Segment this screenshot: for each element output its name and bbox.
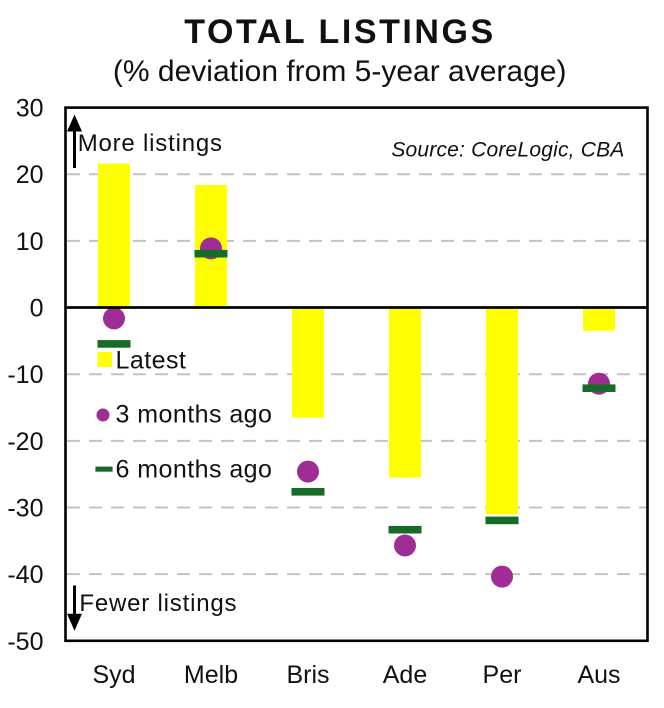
svg-text:Source: CoreLogic, CBA: Source: CoreLogic, CBA (391, 138, 624, 161)
svg-text:-40: -40 (7, 561, 43, 589)
svg-text:(% deviation from 5-year avera: (% deviation from 5-year average) (113, 55, 567, 88)
svg-text:Aus: Aus (577, 661, 620, 689)
svg-text:Fewer listings: Fewer listings (79, 590, 237, 617)
svg-text:30: 30 (16, 95, 44, 123)
svg-text:-50: -50 (7, 628, 43, 656)
svg-text:3 months ago: 3 months ago (116, 401, 273, 429)
svg-text:Ade: Ade (383, 661, 427, 689)
svg-text:-30: -30 (7, 495, 43, 523)
svg-text:Latest: Latest (116, 347, 187, 375)
svg-text:0: 0 (30, 295, 44, 323)
svg-text:Per: Per (483, 661, 522, 689)
svg-text:Melb: Melb (184, 661, 238, 689)
svg-text:More listings: More listings (78, 130, 223, 157)
svg-text:-10: -10 (7, 361, 43, 389)
svg-text:Syd: Syd (92, 661, 135, 689)
svg-text:10: 10 (16, 228, 44, 256)
svg-text:-20: -20 (7, 428, 43, 456)
svg-text:20: 20 (16, 161, 44, 189)
svg-text:TOTAL LISTINGS: TOTAL LISTINGS (184, 13, 496, 51)
svg-text:Bris: Bris (286, 661, 329, 689)
svg-text:6 months ago: 6 months ago (116, 456, 273, 484)
